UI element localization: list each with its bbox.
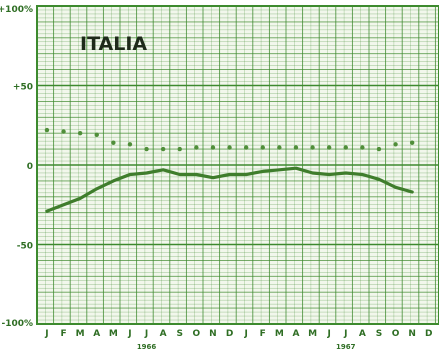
y-tick-label: +50 [13,83,33,93]
x-tick-label: S [177,329,183,339]
dot-point [244,145,248,149]
dot-point [161,147,165,151]
x-tick-label: J [44,329,48,339]
dot-point [344,145,348,149]
x-tick-label: D [425,329,432,339]
dot-point [294,145,298,149]
year-label: 1966 [137,343,157,351]
x-tick-label: A [359,329,366,339]
x-tick-label: F [60,329,66,339]
dot-point [227,145,231,149]
chart-title: ITALIA [80,33,147,55]
dot-point [45,128,49,132]
x-tick-label: A [292,329,299,339]
dot-point [61,129,65,133]
y-tick-label: -100% [1,319,33,329]
x-tick-label: N [209,329,217,339]
dot-point [360,145,364,149]
dot-point [128,142,132,146]
dot-point [377,147,381,151]
dot-point [194,145,198,149]
dot-point [327,145,331,149]
x-tick-label: A [93,329,100,339]
dot-point [393,142,397,146]
y-tick-label: -50 [17,242,33,252]
dot-point [310,145,314,149]
dot-point [410,141,414,145]
x-tick-label: J [326,329,330,339]
x-tick-label: M [308,329,317,339]
y-tick-label: +100% [0,5,33,15]
dot-point [261,145,265,149]
dot-point [277,145,281,149]
x-tick-label: M [76,329,85,339]
x-tick-label: S [376,329,382,339]
year-label: 1967 [336,343,356,351]
x-tick-label: J [343,329,347,339]
x-tick-label: J [127,329,131,339]
dot-point [144,147,148,151]
x-tick-label: J [144,329,148,339]
dot-point [211,145,215,149]
x-tick-label: F [260,329,266,339]
dot-point [111,141,115,145]
dot-point [78,131,82,135]
x-tick-label: O [392,329,400,339]
dot-point [95,133,99,137]
x-tick-label: M [275,329,284,339]
dot-point [178,147,182,151]
x-tick-label: J [243,329,247,339]
y-tick-label: 0 [27,162,33,172]
x-tick-label: D [226,329,233,339]
x-tick-label: N [408,329,416,339]
x-tick-label: M [109,329,118,339]
x-tick-label: O [193,329,201,339]
x-tick-label: A [160,329,167,339]
